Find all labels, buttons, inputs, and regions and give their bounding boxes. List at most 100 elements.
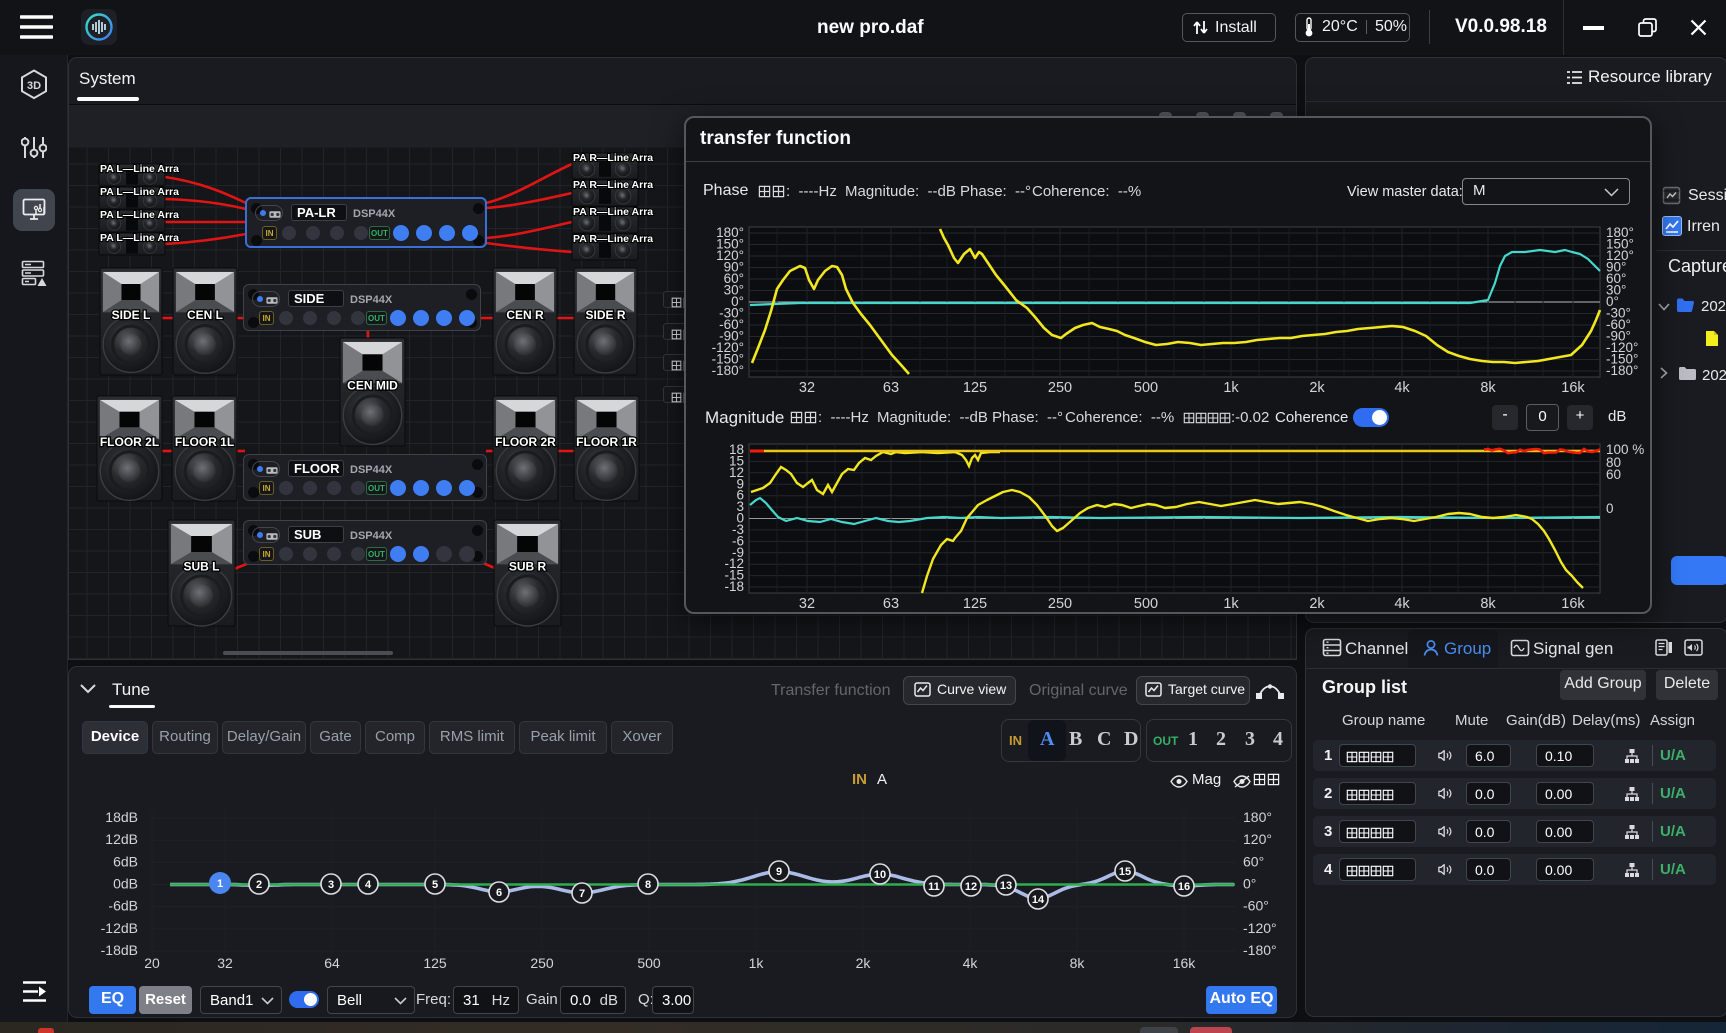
- svg-text:0°: 0°: [1243, 876, 1256, 892]
- svg-text:-150°: -150°: [712, 352, 744, 367]
- svg-text:-150°: -150°: [1606, 352, 1638, 367]
- svg-text:80: 80: [1606, 455, 1621, 470]
- svg-text:-60°: -60°: [719, 317, 744, 332]
- svg-text:500: 500: [637, 955, 661, 971]
- svg-text:250: 250: [1048, 596, 1072, 612]
- svg-text:FLOOR 1R: FLOOR 1R: [576, 435, 637, 449]
- svg-text:30°: 30°: [1606, 283, 1626, 298]
- svg-text:PA L—Line Arra: PA L—Line Arra: [100, 186, 179, 198]
- svg-text:32: 32: [799, 380, 815, 396]
- svg-text:5: 5: [432, 879, 438, 891]
- svg-text:3D: 3D: [27, 80, 41, 92]
- svg-text:2k: 2k: [1309, 380, 1325, 396]
- svg-text:120°: 120°: [716, 248, 744, 263]
- svg-text:0dB: 0dB: [113, 876, 138, 892]
- svg-text:PA L—Line Arra: PA L—Line Arra: [100, 232, 179, 244]
- svg-text:120°: 120°: [1606, 248, 1634, 263]
- svg-text:FLOOR 2L: FLOOR 2L: [100, 435, 159, 449]
- svg-text:-9: -9: [732, 545, 744, 560]
- svg-text:8k: 8k: [1480, 380, 1496, 396]
- svg-text:-12: -12: [724, 556, 744, 571]
- svg-text:180°: 180°: [1243, 809, 1272, 825]
- svg-text:PA R—Line Arra: PA R—Line Arra: [573, 152, 653, 164]
- svg-text:PA R—Line Arra: PA R—Line Arra: [573, 206, 653, 218]
- svg-text:10: 10: [874, 869, 886, 881]
- svg-text:8: 8: [645, 879, 651, 891]
- svg-text:18dB: 18dB: [105, 809, 138, 825]
- svg-text:PA L—Line Arra: PA L—Line Arra: [100, 209, 179, 221]
- svg-text:-120°: -120°: [1243, 920, 1277, 936]
- svg-text:6: 6: [736, 488, 744, 503]
- svg-text:2k: 2k: [1309, 596, 1325, 612]
- svg-text:16k: 16k: [1561, 380, 1585, 396]
- svg-text:SUB L: SUB L: [184, 559, 220, 573]
- svg-text:FLOOR 2R: FLOOR 2R: [495, 435, 556, 449]
- svg-text:60: 60: [1606, 467, 1621, 482]
- svg-text:30°: 30°: [724, 283, 744, 298]
- svg-text:16k: 16k: [1561, 596, 1585, 612]
- svg-text:-30°: -30°: [1606, 306, 1631, 321]
- svg-text:6dB: 6dB: [113, 853, 138, 869]
- svg-text:90°: 90°: [1606, 260, 1626, 275]
- svg-text:PA R—Line Arra: PA R—Line Arra: [573, 179, 653, 191]
- svg-text:0°: 0°: [731, 294, 744, 309]
- svg-text:14: 14: [1032, 894, 1045, 906]
- svg-text:15: 15: [1119, 866, 1131, 878]
- svg-text:9: 9: [776, 866, 782, 878]
- svg-text:0°: 0°: [1606, 294, 1619, 309]
- svg-text:FLOOR 1L: FLOOR 1L: [175, 435, 234, 449]
- svg-text:1k: 1k: [749, 955, 765, 971]
- svg-text:-180°: -180°: [1606, 363, 1638, 378]
- svg-text:90°: 90°: [724, 260, 744, 275]
- svg-text:PA R—Line Arra: PA R—Line Arra: [573, 233, 653, 245]
- svg-text:-180°: -180°: [712, 363, 744, 378]
- svg-text:12dB: 12dB: [105, 831, 138, 847]
- svg-text:2: 2: [256, 879, 262, 891]
- svg-text:500: 500: [1134, 380, 1158, 396]
- svg-text:CEN L: CEN L: [187, 308, 223, 322]
- svg-text:13: 13: [1000, 880, 1012, 892]
- svg-text:125: 125: [423, 955, 447, 971]
- svg-text:9: 9: [736, 476, 744, 491]
- svg-text:3: 3: [736, 499, 744, 514]
- svg-text:60°: 60°: [724, 271, 744, 286]
- svg-text:16k: 16k: [1173, 955, 1197, 971]
- svg-text:64: 64: [324, 955, 340, 971]
- svg-text:-6dB: -6dB: [108, 898, 138, 914]
- svg-text:-120°: -120°: [712, 340, 744, 355]
- svg-text:150°: 150°: [716, 237, 744, 252]
- svg-text:-180°: -180°: [1243, 942, 1277, 958]
- svg-text:250: 250: [1048, 380, 1072, 396]
- svg-text:180°: 180°: [716, 225, 744, 240]
- svg-text:12: 12: [965, 881, 977, 893]
- svg-text:4k: 4k: [1394, 380, 1410, 396]
- svg-text:SIDE L: SIDE L: [112, 308, 151, 322]
- svg-text:-18dB: -18dB: [101, 942, 138, 958]
- svg-text:125: 125: [963, 380, 987, 396]
- svg-text:11: 11: [928, 881, 940, 893]
- svg-text:500: 500: [1134, 596, 1158, 612]
- svg-text:SUB R: SUB R: [509, 559, 547, 573]
- svg-text:-3: -3: [732, 522, 744, 537]
- svg-text:12: 12: [729, 465, 744, 480]
- svg-text:SIDE R: SIDE R: [585, 308, 625, 322]
- svg-text:4k: 4k: [963, 955, 979, 971]
- svg-text:-12dB: -12dB: [101, 920, 138, 936]
- svg-text:180°: 180°: [1606, 225, 1634, 240]
- svg-text:20: 20: [144, 955, 160, 971]
- svg-text:125: 125: [963, 596, 987, 612]
- svg-text:-90°: -90°: [719, 329, 744, 344]
- svg-text:-60°: -60°: [1606, 317, 1631, 332]
- svg-text:1k: 1k: [1223, 596, 1239, 612]
- svg-text:-90°: -90°: [1606, 329, 1631, 344]
- svg-text:1k: 1k: [1223, 380, 1239, 396]
- svg-text:-30°: -30°: [719, 306, 744, 321]
- svg-text:-15: -15: [724, 568, 744, 583]
- svg-text:32: 32: [217, 955, 233, 971]
- svg-text:8k: 8k: [1480, 596, 1496, 612]
- svg-text:0: 0: [736, 511, 744, 526]
- svg-text:3: 3: [328, 879, 334, 891]
- svg-text:-18: -18: [724, 579, 744, 594]
- svg-text:60°: 60°: [1243, 853, 1264, 869]
- svg-text:150°: 150°: [1606, 237, 1634, 252]
